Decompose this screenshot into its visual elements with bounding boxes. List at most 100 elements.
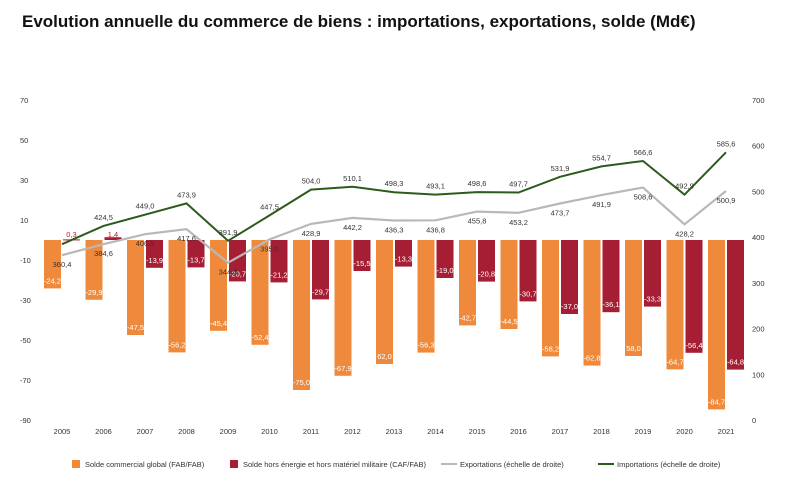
bar-solde-hors-energie bbox=[727, 240, 744, 370]
left-axis-tick: 10 bbox=[20, 216, 28, 225]
right-axis-tick: 200 bbox=[752, 325, 765, 334]
bar-solde-hors-energie bbox=[270, 240, 288, 283]
x-axis-tick: 2006 bbox=[95, 427, 112, 436]
x-axis-tick: 2021 bbox=[718, 427, 735, 436]
label-exportations: 436,8 bbox=[426, 225, 445, 234]
left-axis-tick: -90 bbox=[20, 416, 31, 425]
right-axis-tick: 300 bbox=[752, 279, 765, 288]
label-exportations: 453,2 bbox=[509, 218, 528, 227]
bar-solde-global bbox=[376, 240, 393, 364]
x-axis-tick: 2017 bbox=[552, 427, 569, 436]
x-axis-tick: 2020 bbox=[676, 427, 693, 436]
right-axis-tick: 100 bbox=[752, 370, 765, 379]
right-axis-tick: 700 bbox=[752, 96, 765, 105]
label-solde-hors-energie: 1,4 bbox=[108, 230, 118, 239]
x-axis-tick: 2010 bbox=[261, 427, 278, 436]
bar-solde-global bbox=[334, 240, 352, 376]
label-solde-hors-energie: -13,3 bbox=[395, 255, 412, 264]
bar-solde-hors-energie bbox=[353, 240, 371, 271]
label-solde-global: 62,0 bbox=[377, 352, 392, 361]
label-solde-hors-energie: -64,8 bbox=[727, 358, 744, 367]
label-importations: 554,7 bbox=[592, 153, 611, 162]
bar-solde-hors-energie bbox=[685, 240, 703, 353]
label-solde-global: -24,2 bbox=[44, 276, 61, 285]
label-solde-global: -47,5 bbox=[127, 323, 144, 332]
label-importations: 493,1 bbox=[426, 182, 445, 191]
bar-solde-global bbox=[85, 240, 103, 300]
chart-title: Evolution annuelle du commerce de biens … bbox=[22, 12, 696, 31]
label-exportations: 436,3 bbox=[385, 226, 404, 235]
bar-solde-global bbox=[210, 240, 227, 331]
x-axis-tick: 2012 bbox=[344, 427, 361, 436]
label-exportations: 500,9 bbox=[717, 196, 736, 205]
x-axis-tick: 2007 bbox=[137, 427, 154, 436]
right-axis-tick: 500 bbox=[752, 187, 765, 196]
label-exportations: 406,5 bbox=[136, 239, 155, 248]
label-importations: 424,5 bbox=[94, 213, 113, 222]
label-solde-hors-energie: 0,3 bbox=[66, 230, 76, 239]
bar-solde-global bbox=[500, 240, 518, 329]
x-axis-tick: 2013 bbox=[386, 427, 403, 436]
label-solde-hors-energie: -20,8 bbox=[478, 270, 495, 279]
label-solde-hors-energie: -56,4 bbox=[685, 341, 702, 350]
x-axis-tick: 2019 bbox=[635, 427, 652, 436]
label-solde-hors-energie: -29,7 bbox=[312, 287, 329, 296]
label-solde-global: 58,0 bbox=[626, 344, 641, 353]
left-axis-tick: 30 bbox=[20, 176, 28, 185]
bar-solde-hors-energie bbox=[478, 240, 495, 282]
label-solde-hors-energie: -37,0 bbox=[561, 302, 578, 311]
label-solde-global: -45,4 bbox=[210, 319, 227, 328]
label-importations: 531,9 bbox=[551, 164, 570, 173]
label-importations: 391,9 bbox=[219, 228, 238, 237]
bar-solde-global bbox=[251, 240, 269, 345]
bar-solde-hors-energie bbox=[519, 240, 537, 302]
label-exportations: 508,6 bbox=[634, 192, 653, 201]
label-solde-hors-energie: -13,7 bbox=[187, 255, 204, 264]
label-exportations: 442,2 bbox=[343, 223, 362, 232]
line-exportations bbox=[61, 186, 727, 265]
label-solde-hors-energie: -33,3 bbox=[644, 295, 661, 304]
left-axis-tick: 50 bbox=[20, 136, 28, 145]
left-axis-tick: -70 bbox=[20, 376, 31, 385]
label-importations: 497,7 bbox=[509, 179, 528, 188]
legend-solde-hors-energie-text: Solde hors énergie et hors matériel mili… bbox=[243, 460, 426, 469]
bar-solde-hors-energie bbox=[561, 240, 578, 314]
label-importations: 498,3 bbox=[385, 179, 404, 188]
label-exportations: 455,8 bbox=[468, 217, 487, 226]
x-axis-tick: 2015 bbox=[469, 427, 486, 436]
x-axis-tick: 2005 bbox=[54, 427, 71, 436]
label-exportations: 384,6 bbox=[94, 249, 113, 258]
label-importations: 510,1 bbox=[343, 174, 362, 183]
bar-solde-global bbox=[293, 240, 310, 390]
bar-solde-global bbox=[666, 240, 684, 370]
bar-solde-global bbox=[708, 240, 725, 410]
label-importations: 498,6 bbox=[468, 179, 487, 188]
label-importations: 566,6 bbox=[634, 148, 653, 157]
left-axis-tick: -50 bbox=[20, 336, 31, 345]
label-importations: 447,5 bbox=[260, 202, 279, 211]
line-importations bbox=[61, 151, 727, 246]
bar-solde-hors-energie bbox=[146, 240, 163, 268]
label-solde-global: -58,2 bbox=[542, 344, 559, 353]
x-axis-tick: 2011 bbox=[303, 427, 319, 436]
x-axis-tick: 2008 bbox=[178, 427, 195, 436]
left-axis-tick: 70 bbox=[20, 96, 28, 105]
bar-solde-global bbox=[459, 240, 476, 326]
legend-solde-global-swatch bbox=[72, 460, 80, 468]
label-exportations: 417,6 bbox=[177, 234, 196, 243]
label-solde-global: -42,7 bbox=[459, 313, 476, 322]
label-exportations: 344,0 bbox=[219, 268, 238, 277]
label-solde-hors-energie: -21,2 bbox=[270, 270, 287, 279]
label-exportations: 491,9 bbox=[592, 200, 611, 209]
label-importations: 449,0 bbox=[136, 202, 155, 211]
label-importations: 504,0 bbox=[302, 177, 321, 186]
label-solde-hors-energie: -13,9 bbox=[146, 256, 163, 265]
label-solde-hors-energie: -19,0 bbox=[436, 266, 453, 275]
x-axis-tick: 2018 bbox=[593, 427, 610, 436]
label-solde-global: -67,9 bbox=[334, 364, 351, 373]
label-exportations: 473,7 bbox=[551, 208, 570, 217]
label-solde-global: -52,4 bbox=[251, 333, 268, 342]
label-importations: 585,6 bbox=[717, 139, 736, 148]
x-axis-tick: 2009 bbox=[220, 427, 237, 436]
